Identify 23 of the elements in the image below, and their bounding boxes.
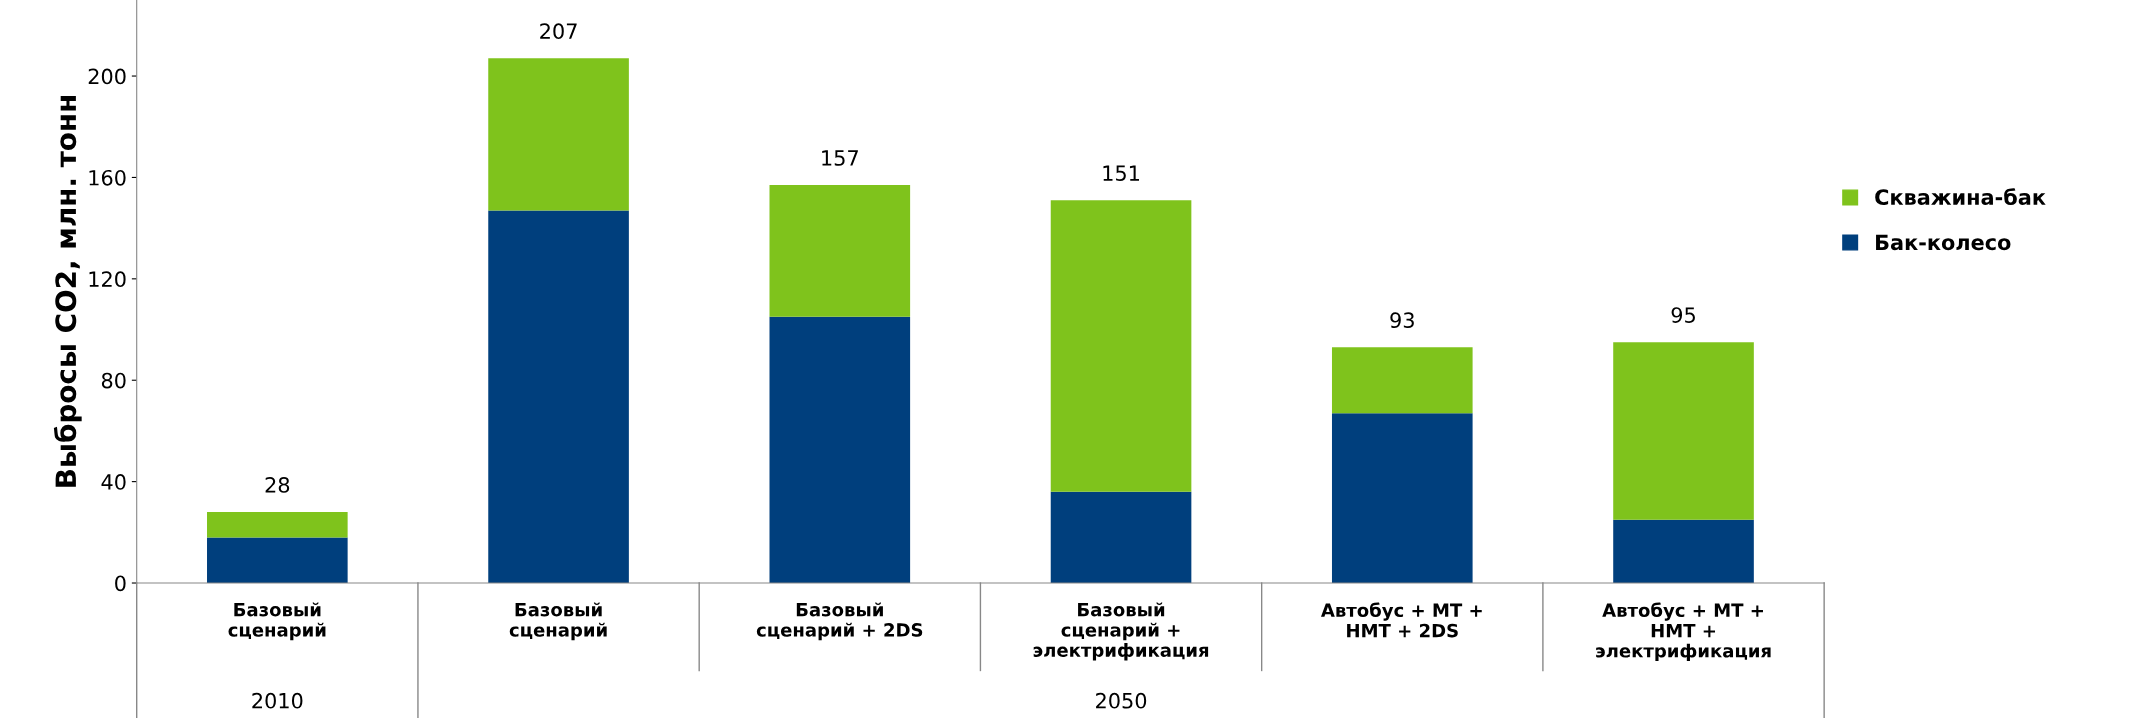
y-tick-label: 120 xyxy=(89,271,126,288)
y-tick-label: 80 xyxy=(101,372,126,389)
x-tick-label: Базовый сценарий + 2DS xyxy=(756,602,923,641)
legend-label: Бак-колесо xyxy=(1876,234,2011,251)
y-tick-label: 200 xyxy=(88,68,126,85)
x-tick-label: Автобус + МТ + НМТ + электрификация xyxy=(1596,602,1771,662)
x-tick-label: Базовый сценарий xyxy=(509,602,607,641)
y-tick-label: 0 xyxy=(115,575,126,592)
text: 2010 xyxy=(252,692,303,709)
total-label: 28 xyxy=(265,477,290,493)
x-tick-label: Автобус + МТ + НМТ + 2DS xyxy=(1321,602,1482,638)
y-axis-title: Выбросы CO2, млн. тонн xyxy=(53,96,82,487)
x-tick-label: Базовый сценарий xyxy=(228,602,326,641)
y-tick-label: 160 xyxy=(89,169,126,186)
total-label: 95 xyxy=(1671,307,1695,323)
legend-label: Скважина-бак xyxy=(1875,188,2046,206)
total-label: 207 xyxy=(540,23,577,40)
total-label: 157 xyxy=(822,150,858,166)
total-label: 151 xyxy=(1103,165,1139,182)
x-tick-label: Базовый сценарий + электрификация xyxy=(1033,602,1209,661)
y-tick-label: 40 xyxy=(101,474,126,490)
total-label: 93 xyxy=(1390,312,1414,329)
text: 2050 xyxy=(1096,692,1147,709)
